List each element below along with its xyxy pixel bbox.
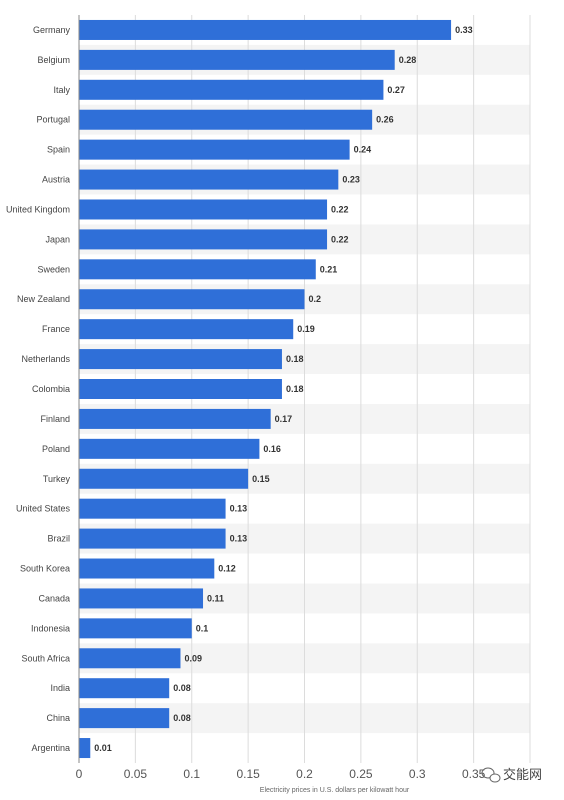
bar-spain <box>79 139 350 160</box>
value-label: 0.24 <box>354 145 372 155</box>
value-label: 0.16 <box>263 444 281 454</box>
value-label: 0.28 <box>399 55 417 65</box>
value-label: 0.21 <box>320 264 338 274</box>
bar-germany <box>79 19 452 40</box>
value-label: 0.17 <box>275 414 293 424</box>
bar-united-kingdom <box>79 199 328 220</box>
value-label: 0.08 <box>173 713 191 723</box>
category-label: New Zealand <box>17 294 70 304</box>
value-label: 0.1 <box>196 623 209 633</box>
x-axis-title: Electricity prices in U.S. dollars per k… <box>260 787 410 794</box>
x-tick-labels: 0 0.05 0.1 0.15 0.2 0.25 0.3 0.35 <box>76 767 486 781</box>
category-label: Portugal <box>36 115 70 125</box>
category-label: Finland <box>40 414 70 424</box>
value-label: 0.19 <box>297 324 315 334</box>
value-label: 0.15 <box>252 474 270 484</box>
x-tick-label: 0.3 <box>409 767 426 781</box>
value-label: 0.2 <box>309 294 322 304</box>
value-label: 0.12 <box>218 564 236 574</box>
category-label: United States <box>16 504 71 514</box>
bar-china <box>79 708 170 729</box>
category-label: South Korea <box>20 564 70 574</box>
bar-austria <box>79 169 339 190</box>
category-label: Austria <box>42 175 70 185</box>
wechat-icon <box>481 767 501 783</box>
x-tick-label: 0.25 <box>349 767 373 781</box>
category-label: Argentina <box>31 743 70 753</box>
category-label: Sweden <box>37 264 70 274</box>
category-label: Turkey <box>43 474 71 484</box>
bar-italy <box>79 79 384 100</box>
value-label: 0.18 <box>286 384 304 394</box>
value-label: 0.22 <box>331 234 349 244</box>
value-label: 0.23 <box>342 175 360 185</box>
bar-south-africa <box>79 648 181 669</box>
category-label: Germany <box>33 25 71 35</box>
value-labels: 0.33 0.28 0.27 0.26 0.24 0.23 0.22 0.22 0.21 0.2 0… <box>94 25 472 753</box>
bar-india <box>79 678 170 699</box>
category-label: Netherlands <box>21 354 70 364</box>
category-label: Canada <box>38 593 70 603</box>
bar-france <box>79 319 294 340</box>
category-label: United Kingdom <box>6 204 70 214</box>
watermark: 交能网 <box>481 767 542 783</box>
value-label: 0.22 <box>331 204 349 214</box>
value-label: 0.33 <box>455 25 473 35</box>
bar-brazil <box>79 528 226 549</box>
category-label: Colombia <box>32 384 70 394</box>
category-label: China <box>46 713 70 723</box>
bar-poland <box>79 438 260 459</box>
category-labels: Germany Belgium Italy Portugal Spain Austria U… <box>6 25 71 753</box>
category-label: France <box>42 324 70 334</box>
x-tick-label: 0.2 <box>296 767 313 781</box>
value-label: 0.13 <box>230 504 248 514</box>
value-label: 0.09 <box>184 653 202 663</box>
bar-finland <box>79 408 271 429</box>
bar-netherlands <box>79 349 282 370</box>
watermark-text: 交能网 <box>503 767 542 783</box>
category-label: Spain <box>47 145 70 155</box>
value-label: 0.27 <box>387 85 405 95</box>
x-tick-label: 0 <box>76 767 83 781</box>
category-label: Indonesia <box>31 623 70 633</box>
category-label: Belgium <box>37 55 70 65</box>
bar-indonesia <box>79 618 192 639</box>
x-tick-label: 0.15 <box>236 767 260 781</box>
bars <box>79 19 452 759</box>
category-label: South Africa <box>21 653 70 663</box>
category-label: Italy <box>53 85 70 95</box>
x-tick-label: 0.05 <box>124 767 148 781</box>
bar-argentina <box>79 738 91 759</box>
bar-portugal <box>79 109 373 130</box>
x-tick-label: 0.35 <box>462 767 486 781</box>
value-label: 0.13 <box>230 534 248 544</box>
value-label: 0.11 <box>207 593 224 603</box>
category-label: India <box>50 683 70 693</box>
bar-south-korea <box>79 558 215 579</box>
bar-united-states <box>79 498 226 519</box>
bar-sweden <box>79 259 316 280</box>
x-tick-label: 0.1 <box>183 767 200 781</box>
bar-canada <box>79 588 204 609</box>
bar-new-zealand <box>79 289 305 310</box>
value-label: 0.18 <box>286 354 304 364</box>
value-label: 0.26 <box>376 115 394 125</box>
category-label: Japan <box>45 234 70 244</box>
category-label: Brazil <box>47 534 70 544</box>
bar-colombia <box>79 379 282 399</box>
bar-belgium <box>79 49 395 70</box>
value-label: 0.08 <box>173 683 191 693</box>
category-label: Poland <box>42 444 70 454</box>
bar-turkey <box>79 468 249 489</box>
bar-japan <box>79 229 328 250</box>
value-label: 0.01 <box>94 743 112 753</box>
